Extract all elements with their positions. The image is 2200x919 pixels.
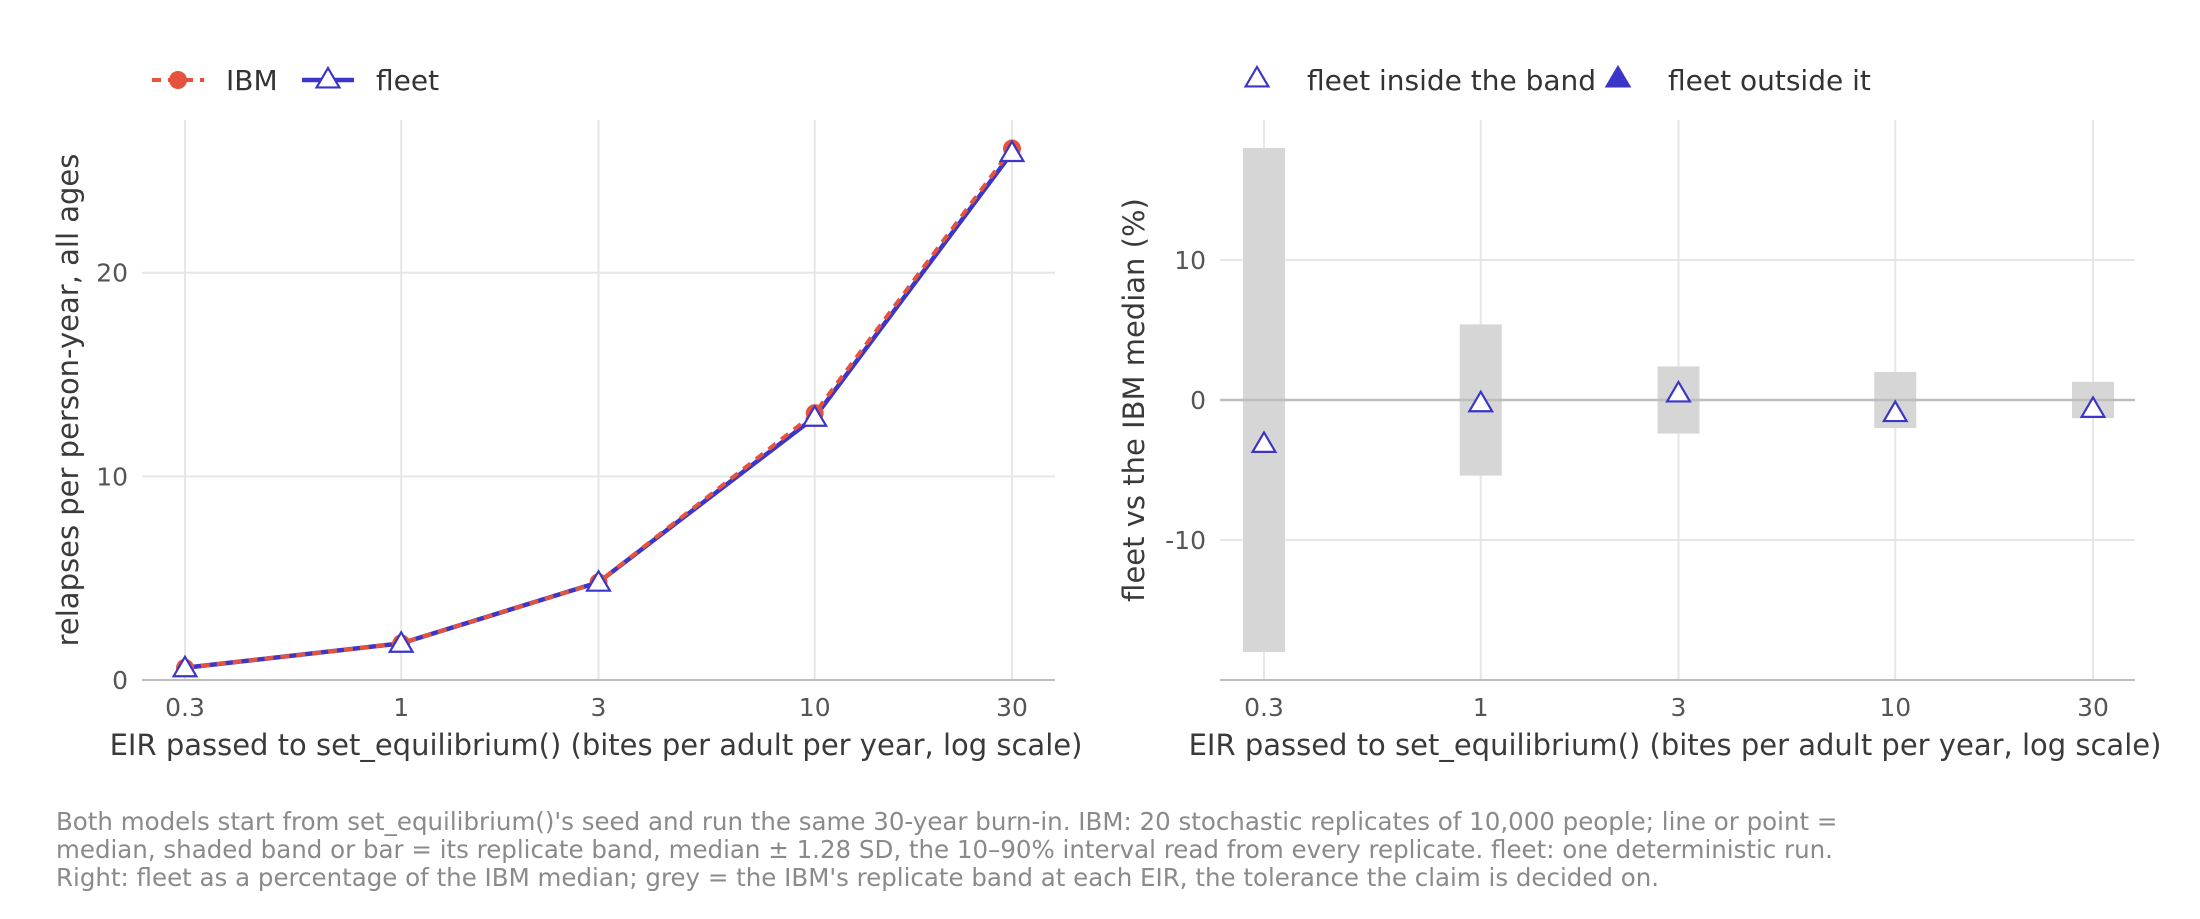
left-x-tick-10: 10 — [799, 693, 831, 722]
right-y-tick-labels: -10 0 10 — [1165, 246, 1206, 555]
left-x-tick-30: 30 — [996, 693, 1028, 722]
right-x-tick-1: 1 — [1473, 693, 1489, 722]
left-series — [171, 139, 1026, 678]
right-x-axis-title: EIR passed to set_equilibrium() (bites p… — [1189, 728, 2162, 762]
left-x-tick-0.3: 0.3 — [165, 693, 205, 722]
fleet-relative-point-0.3 — [1250, 430, 1278, 453]
caption-line-3: Right: fleet as a percentage of the IBM … — [56, 863, 1660, 892]
caption-line-1: Both models start from set_equilibrium()… — [56, 807, 1838, 836]
right-x-tick-labels: 0.3 1 3 10 30 — [1244, 693, 2109, 722]
left-y-tick-labels: 0 10 20 — [96, 259, 128, 695]
fleet-point-10 — [801, 404, 829, 427]
left-gridlines — [142, 120, 1055, 681]
right-x-tick-0.3: 0.3 — [1244, 693, 1284, 722]
left-x-tick-1: 1 — [393, 693, 409, 722]
left-x-tick-labels: 0.3 1 3 10 30 — [165, 693, 1028, 722]
right-x-tick-3: 3 — [1671, 693, 1687, 722]
left-y-axis-title: relapses per person-year, all ages — [51, 154, 85, 647]
fleet-point-3 — [585, 569, 612, 592]
right-points — [1250, 379, 2107, 453]
legend-fleet-label: fleet — [376, 64, 439, 97]
legend-ibm-label: IBM — [226, 64, 278, 97]
fleet-relative-point-3 — [1665, 379, 1692, 403]
left-y-tick-0: 0 — [112, 666, 128, 695]
figure-caption: Both models start from set_equilibrium()… — [56, 808, 2156, 892]
left-panel: 0.3 1 3 10 30 0 10 20 EIR passed to set_equili… — [51, 64, 1082, 762]
caption-line-2: median, shaded band or bar = its replica… — [56, 835, 1833, 864]
left-y-tick-10: 10 — [96, 462, 128, 491]
right-x-tick-10: 10 — [1879, 693, 1911, 722]
legend-inside-band-label: fleet inside the band — [1307, 64, 1596, 97]
right-replicate-bands — [1220, 148, 2135, 652]
fleet-point-30 — [998, 139, 1026, 163]
right-legend: fleet inside the band fleet outside it — [1243, 64, 1871, 97]
right-y-tick-0: 0 — [1190, 386, 1206, 415]
fleet-relative-point-30 — [2079, 395, 2107, 418]
right-panel: 0.3 1 3 10 30 -10 0 10 EIR passed to set_equil… — [1117, 64, 2161, 762]
left-x-tick-3: 3 — [591, 693, 607, 722]
right-x-tick-30: 30 — [2077, 693, 2109, 722]
left-legend: IBM fleet — [152, 64, 439, 97]
fleet-point-1 — [387, 630, 415, 653]
right-y-axis-title: fleet vs the IBM median (%) — [1117, 198, 1151, 602]
right-y-tick--10: -10 — [1165, 526, 1206, 555]
left-y-tick-20: 20 — [96, 259, 128, 288]
legend-outside-band-label: fleet outside it — [1668, 64, 1871, 97]
legend-ibm-marker — [169, 71, 187, 89]
fleet-point-0.3 — [171, 654, 199, 678]
right-y-tick-10: 10 — [1174, 246, 1206, 275]
legend-inside-band-marker — [1243, 64, 1271, 88]
fleet-relative-point-10 — [1881, 399, 1909, 423]
legend-outside-band-marker — [1604, 64, 1632, 88]
fleet-relative-point-1 — [1467, 389, 1495, 413]
left-x-axis-title: EIR passed to set_equilibrium() (bites p… — [110, 728, 1083, 762]
legend-fleet-marker — [314, 65, 342, 89]
